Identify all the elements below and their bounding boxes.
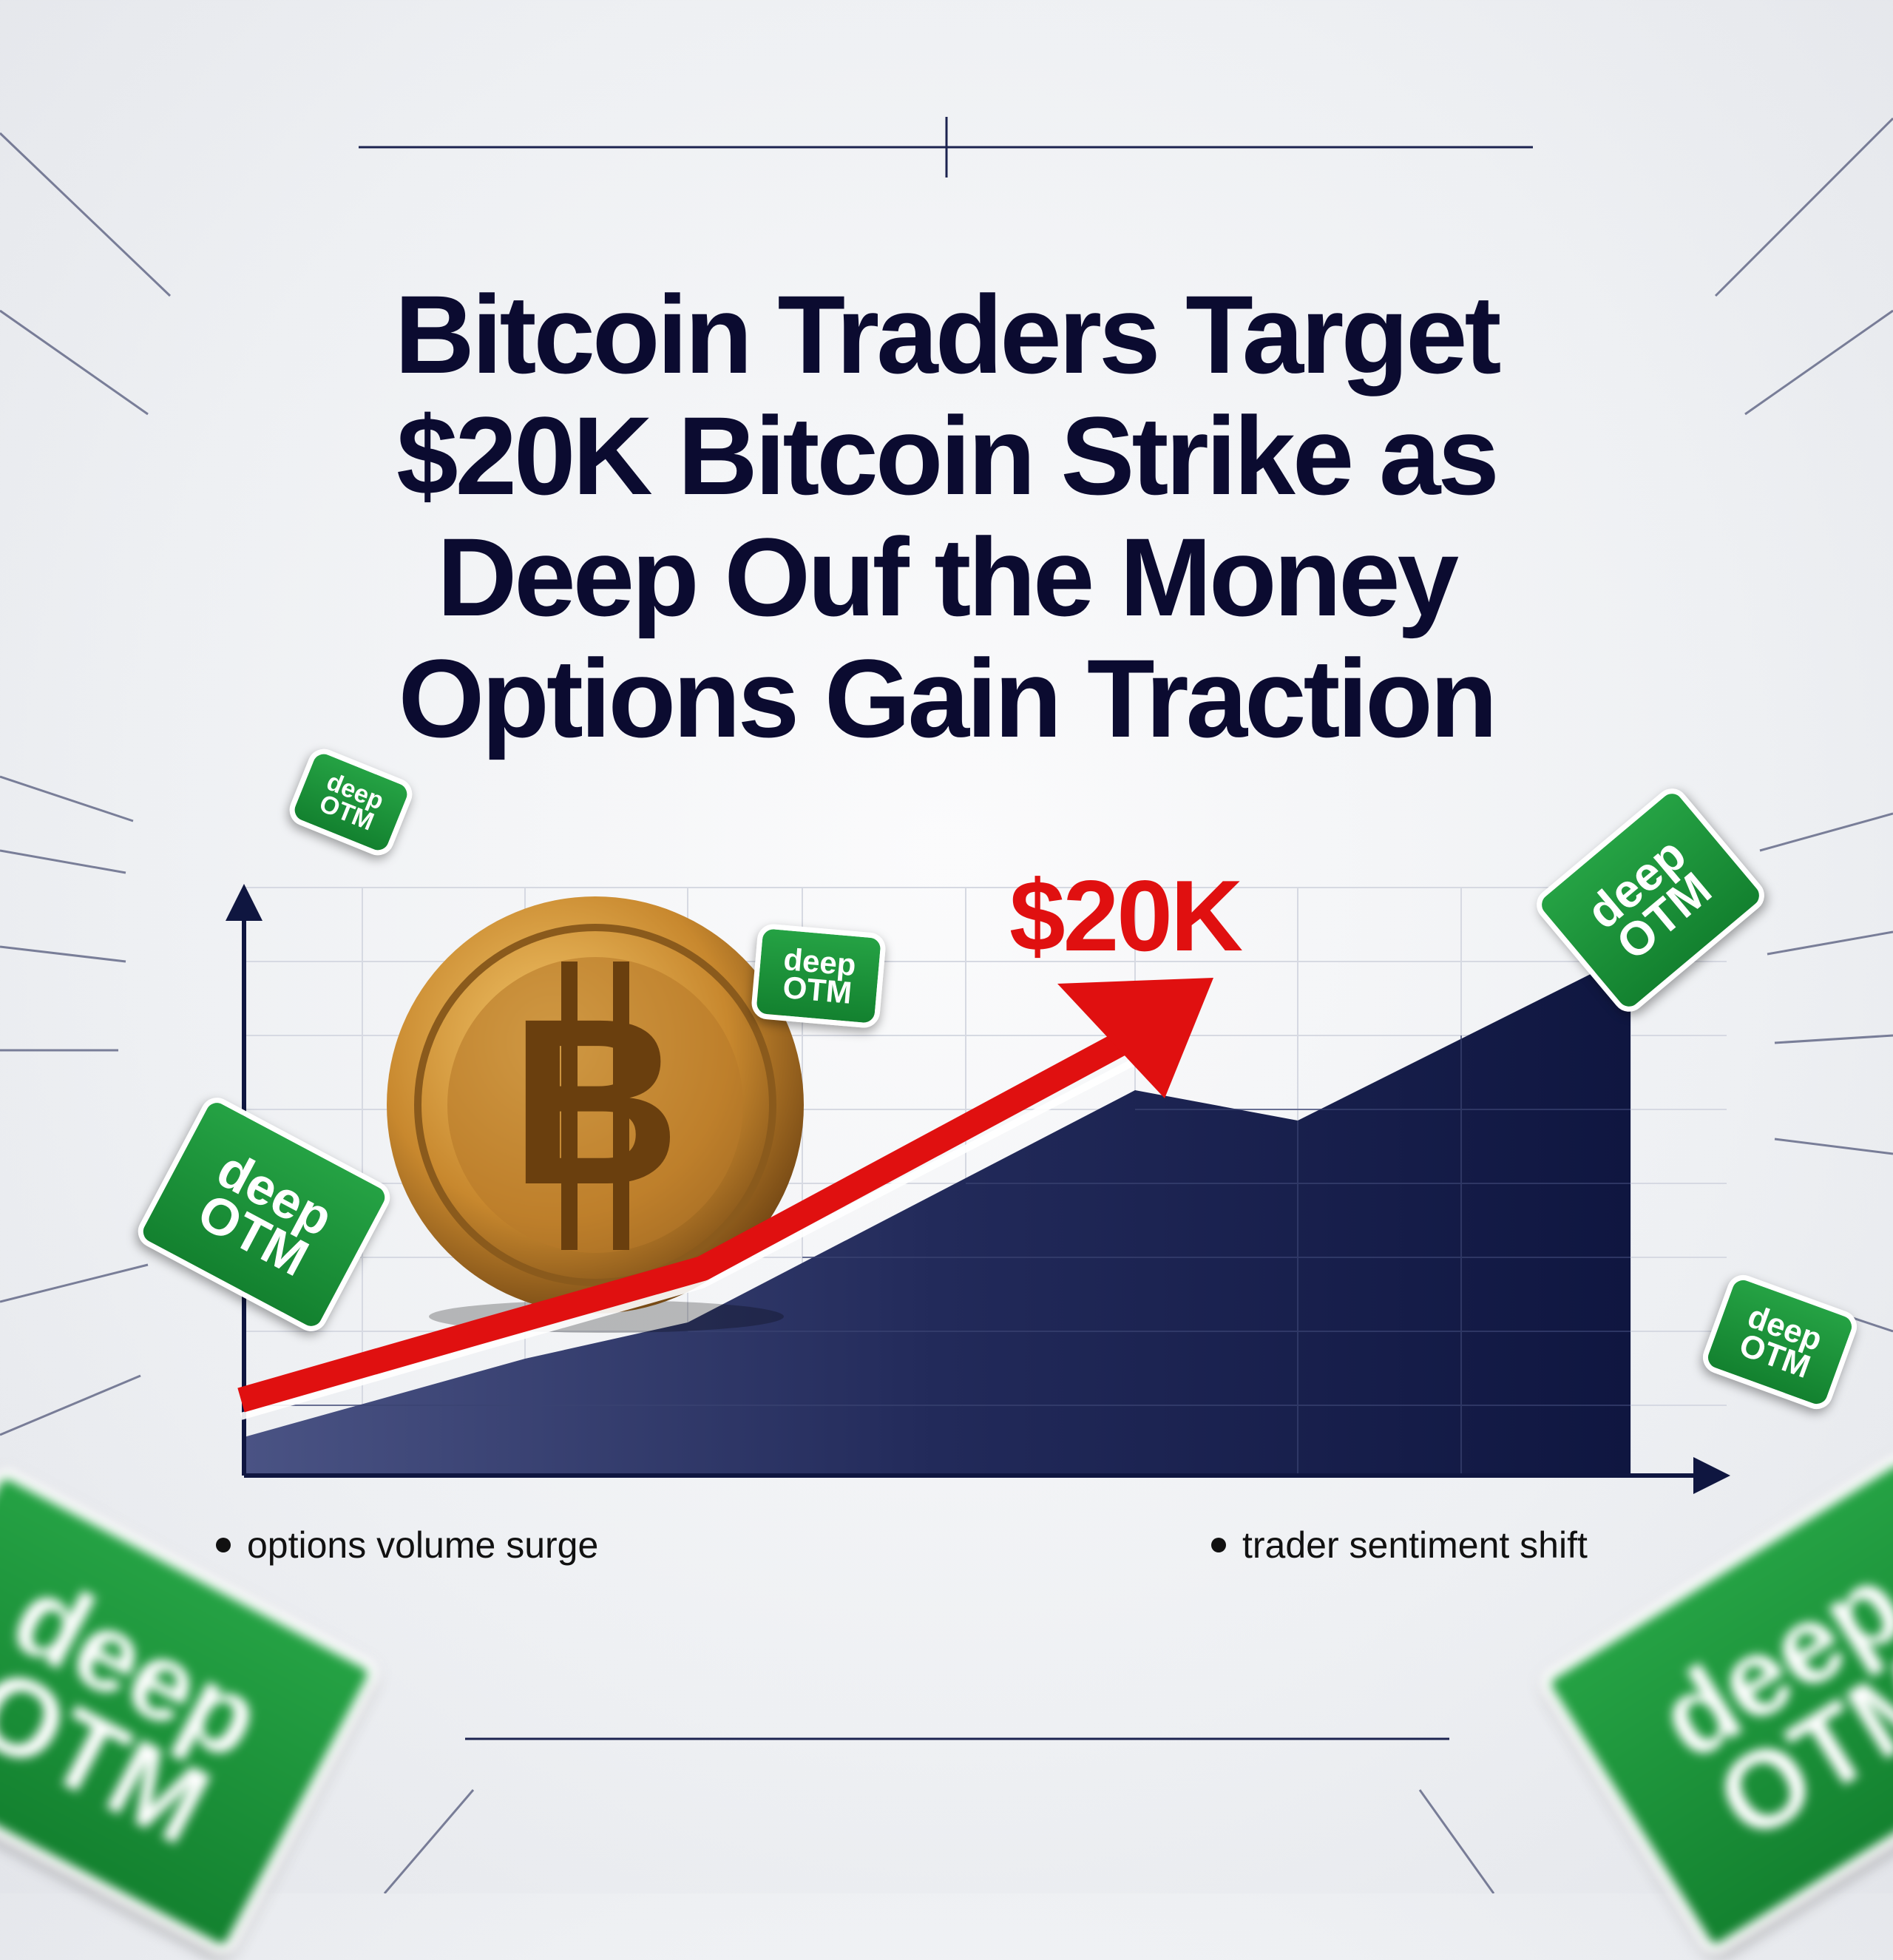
- top-divider: [359, 117, 1533, 178]
- background-rays: B: [0, 117, 1893, 1893]
- trend-arrow-icon: [237, 978, 1213, 1420]
- area-gridlines: [244, 1035, 1630, 1476]
- bullet-icon: [1211, 1538, 1226, 1552]
- headline-line: $20K Bitcoin Strike as: [396, 393, 1500, 518]
- headline-line: Bitcoin Traders Target: [394, 272, 1502, 396]
- headline: Bitcoin Traders Target $20K Bitcoin Stri…: [0, 274, 1893, 759]
- legend-options-volume: options volume surge: [216, 1524, 598, 1567]
- volume-area: [244, 954, 1630, 1476]
- svg-text:B: B: [509, 969, 680, 1234]
- deep-otm-badge: deep OTM: [750, 922, 887, 1030]
- bullet-icon: [216, 1538, 231, 1552]
- bitcoin-coin-icon: B: [387, 896, 804, 1333]
- headline-line: Deep Ouf the Money: [436, 515, 1459, 639]
- headline-line: Options Gain Traction: [398, 636, 1498, 760]
- legend-trader-sentiment: trader sentiment shift: [1211, 1524, 1588, 1567]
- target-price-label: $20K: [1009, 859, 1243, 972]
